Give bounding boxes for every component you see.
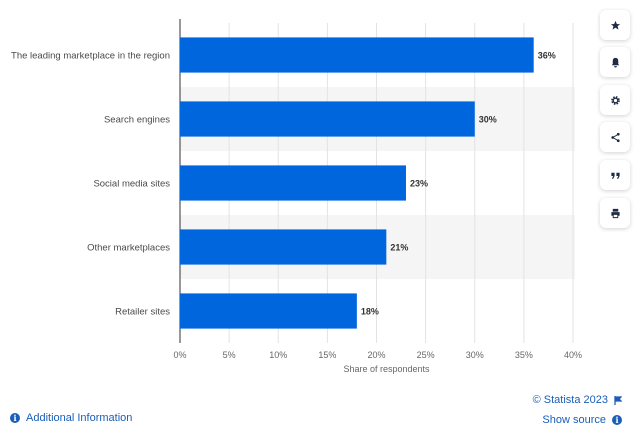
copyright-label: © Statista 2023: [532, 394, 608, 406]
additional-information-link[interactable]: i Additional Information: [10, 412, 132, 424]
x-tick-label: 30%: [466, 350, 484, 360]
show-source-label: Show source: [542, 414, 606, 426]
quote-icon: [610, 172, 620, 179]
bar: [180, 293, 357, 329]
bar: [180, 165, 406, 201]
x-tick-label: 25%: [417, 350, 435, 360]
share-icon: [610, 132, 620, 142]
notification-button[interactable]: [600, 47, 630, 77]
value-label: 18%: [361, 307, 379, 317]
x-axis-title: Share of respondents: [343, 364, 430, 374]
bar-chart: 0% 5% 10% 15% 20% 25% 30% 35% 40% The leading mar…: [11, 19, 582, 374]
star-icon: [610, 20, 620, 30]
value-label: 21%: [390, 243, 408, 253]
favorite-button[interactable]: [600, 10, 630, 40]
share-button[interactable]: [600, 122, 630, 152]
gear-icon: [610, 95, 620, 105]
info-icon: i: [10, 413, 20, 423]
cite-button[interactable]: [600, 160, 630, 190]
x-tick-label: 40%: [564, 350, 582, 360]
statista-copyright-link[interactable]: © Statista 2023: [533, 394, 622, 406]
flag-icon: [614, 395, 622, 405]
category-label: Search engines: [104, 115, 170, 126]
x-tick-label: 5%: [223, 350, 236, 360]
value-label: 23%: [410, 179, 428, 189]
x-tick-label: 15%: [318, 350, 336, 360]
value-label: 36%: [538, 51, 556, 61]
print-icon: [610, 208, 620, 218]
category-label: Social media sites: [93, 179, 170, 190]
x-tick-label: 10%: [269, 350, 287, 360]
value-label: 30%: [479, 115, 497, 125]
info-icon: i: [612, 415, 622, 425]
x-tick-label: 20%: [367, 350, 385, 360]
x-tick-label: 0%: [173, 350, 186, 360]
additional-information-label: Additional Information: [26, 412, 133, 424]
bell-icon: [611, 57, 619, 68]
bar: [180, 229, 387, 265]
category-label: The leading marketplace in the region: [11, 51, 170, 62]
category-label: Other marketplaces: [87, 243, 170, 254]
x-tick-label: 35%: [515, 350, 533, 360]
show-source-link[interactable]: Show source i: [542, 414, 622, 426]
category-label: Retailer sites: [115, 307, 170, 318]
bar: [180, 37, 534, 73]
bar: [180, 101, 475, 137]
print-button[interactable]: [600, 198, 630, 228]
settings-button[interactable]: [600, 85, 630, 115]
